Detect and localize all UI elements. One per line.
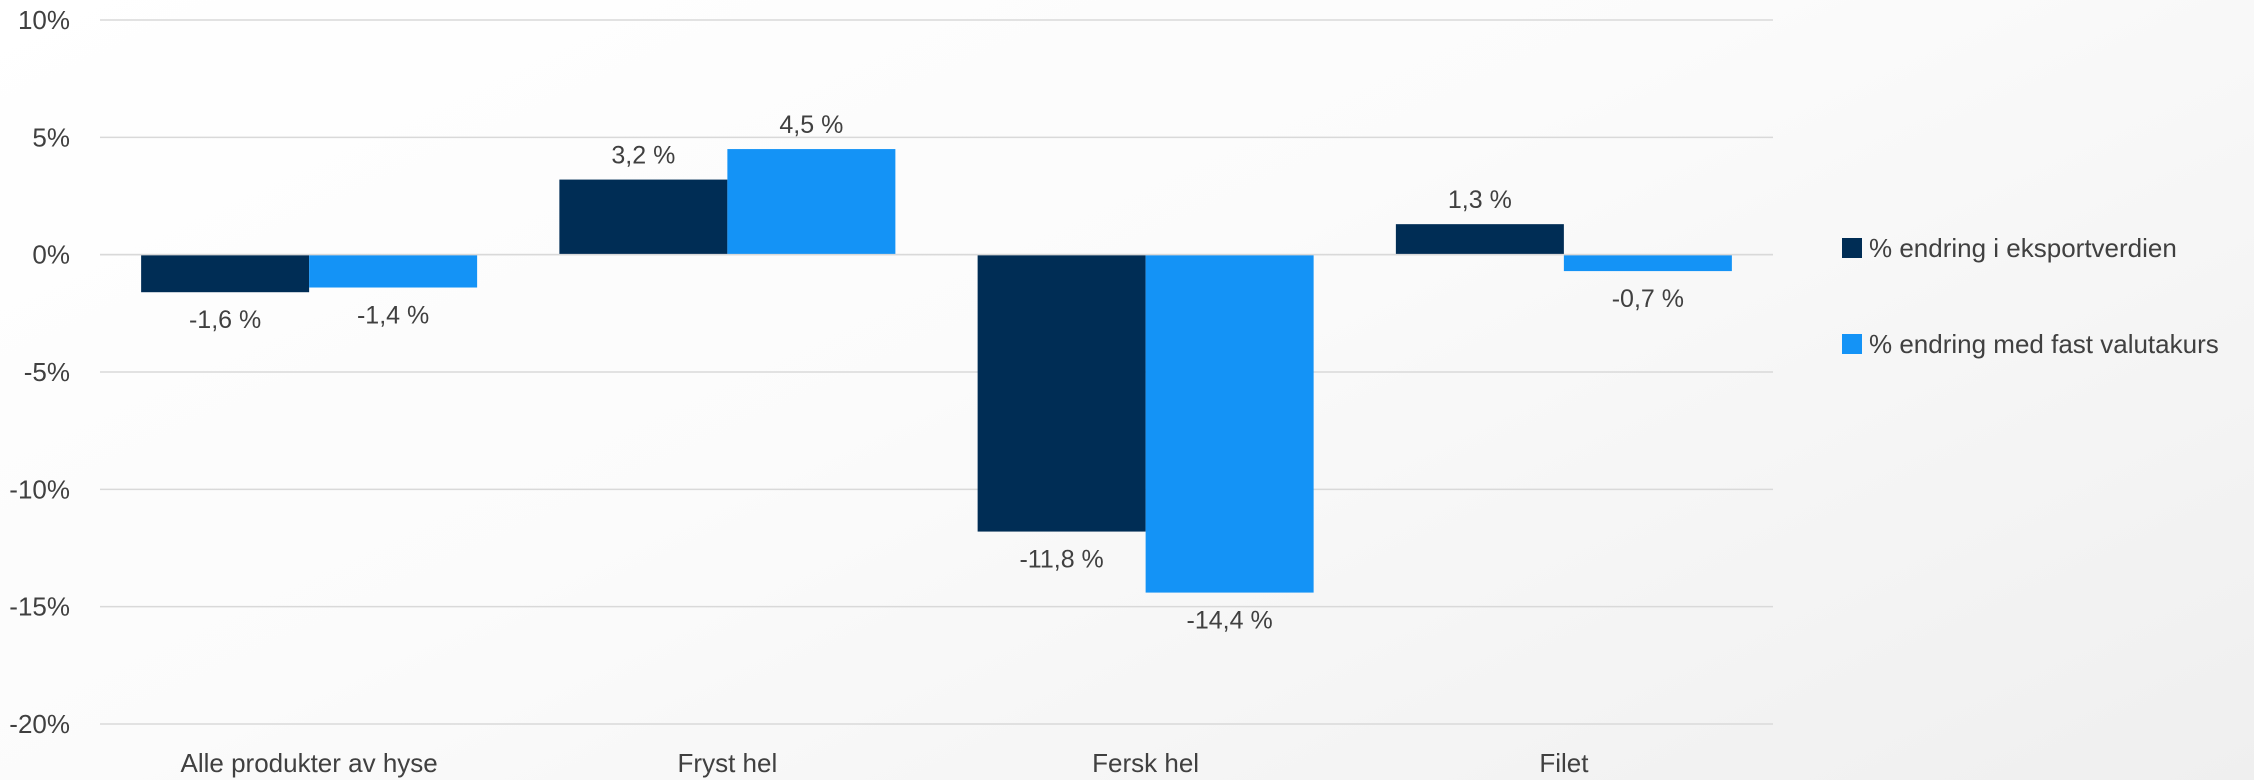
gridlines <box>100 19 1773 725</box>
bar <box>141 254 310 293</box>
legend: % endring i eksportverdien % endring med … <box>1842 233 2219 359</box>
y-tick-label: -15% <box>9 592 70 622</box>
data-label: -0,7 % <box>1612 285 1684 313</box>
bar <box>1395 224 1564 255</box>
bar <box>727 149 896 255</box>
y-tick-label: -10% <box>9 474 70 504</box>
y-tick-label: 5% <box>32 122 70 152</box>
data-label: -14,4 % <box>1187 607 1273 635</box>
x-category-label: Fersk hel <box>1092 748 1199 778</box>
y-tick-label: 0% <box>32 240 70 270</box>
y-tick-label: 10% <box>18 5 70 35</box>
data-label: 3,2 % <box>611 142 675 170</box>
bars <box>100 149 1773 593</box>
y-tick-label: -20% <box>9 709 70 739</box>
legend-label: % endring i eksportverdien <box>1869 233 2177 263</box>
y-tick-label: -5% <box>24 357 70 387</box>
data-label: 1,3 % <box>1448 186 1512 214</box>
x-category-label: Fryst hel <box>678 748 778 778</box>
x-category-label: Filet <box>1539 748 1589 778</box>
bar <box>1563 254 1732 272</box>
x-category-label: Alle produkter av hyse <box>181 748 438 778</box>
x-axis-categories: Alle produkter av hyse Fryst hel Fersk hel… <box>181 748 1590 778</box>
data-label: 4,5 % <box>779 111 843 139</box>
bar <box>977 254 1146 532</box>
bar <box>1145 254 1314 593</box>
data-label: -1,4 % <box>357 302 429 330</box>
legend-label: % endring med fast valutakurs <box>1869 329 2219 359</box>
data-label: -1,6 % <box>189 306 261 334</box>
data-labels: -1,6 % -1,4 % 3,2 % 4,5 % -11,8 % -14,4 % 1,3 … <box>189 111 1684 635</box>
legend-swatch <box>1842 334 1862 354</box>
bar <box>309 254 478 288</box>
y-axis-ticks: 10% 5% 0% -5% -10% -15% -20% <box>9 5 70 739</box>
bar <box>559 179 728 255</box>
data-label: -11,8 % <box>1019 546 1103 574</box>
legend-swatch <box>1842 238 1862 258</box>
